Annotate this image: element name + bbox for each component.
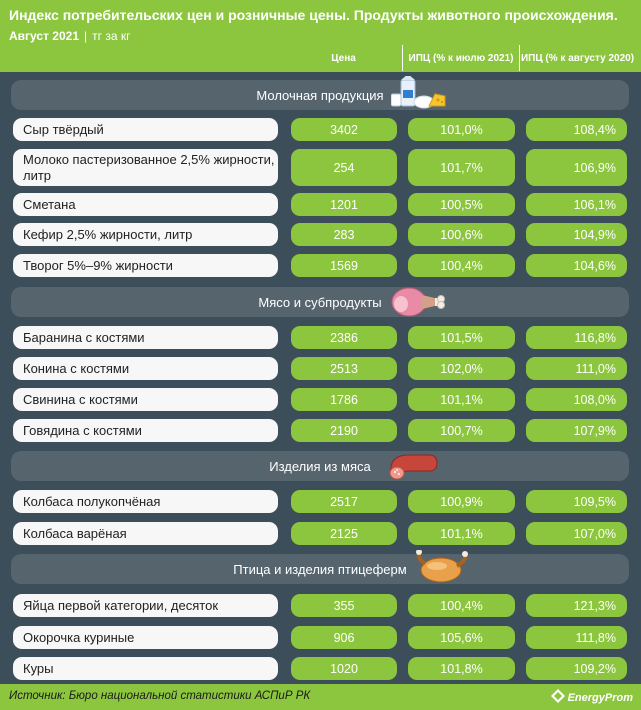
- price-cell: 1020: [291, 657, 397, 680]
- category-label: Изделия из мяса: [269, 458, 371, 474]
- ipc-year-cell: 108,4%: [526, 118, 627, 141]
- ipc-year-cell: 106,9%: [526, 149, 627, 186]
- ipc-month-cell: 100,9%: [408, 490, 515, 513]
- product-name: Сметана: [13, 193, 278, 216]
- price-cell: 3402: [291, 118, 397, 141]
- ipc-year-cell: 108,0%: [526, 388, 627, 411]
- product-name: Колбаса полукопчёная: [13, 490, 278, 513]
- ipc-year-cell: 111,8%: [526, 626, 627, 649]
- price-cell: 1201: [291, 193, 397, 216]
- ham-leg-icon: [389, 283, 447, 324]
- ipc-year-cell: 109,2%: [526, 657, 627, 680]
- product-name: Свинина с костями: [13, 388, 278, 411]
- ipc-month-cell: 101,0%: [408, 118, 515, 141]
- ipc-month-cell: 100,4%: [408, 594, 515, 617]
- column-header-ipc-month: ИПЦ (% к июлю 2021): [402, 45, 520, 71]
- category-meat: Мясо и субпродукты: [11, 287, 629, 317]
- price-cell: 2190: [291, 419, 397, 442]
- price-cell: 1786: [291, 388, 397, 411]
- price-cell: 2513: [291, 357, 397, 380]
- ipc-year-cell: 107,9%: [526, 419, 627, 442]
- subtitle-separator: |: [84, 29, 88, 43]
- ipc-year-cell: 106,1%: [526, 193, 627, 216]
- category-meat-products: Изделия из мяса: [11, 451, 629, 481]
- product-name: Сыр твёрдый: [13, 118, 278, 141]
- ipc-month-cell: 101,1%: [408, 522, 515, 545]
- ipc-year-cell: 107,0%: [526, 522, 627, 545]
- ipc-month-cell: 105,6%: [408, 626, 515, 649]
- column-header-price: Цена: [331, 52, 356, 64]
- ipc-month-cell: 101,5%: [408, 326, 515, 349]
- source-note: Источник: Бюро национальной статистики А…: [9, 690, 311, 702]
- ipc-year-cell: 121,3%: [526, 594, 627, 617]
- category-poultry: Птица и изделия птицеферм: [11, 549, 629, 584]
- category-label: Птица и изделия птицеферм: [233, 561, 407, 577]
- header: Индекс потребительских цен и розничные ц…: [0, 0, 641, 72]
- period-label: Август 2021: [9, 29, 79, 43]
- ipc-year-cell: 104,9%: [526, 223, 627, 246]
- product-name: Кефир 2,5% жирности, литр: [13, 223, 278, 246]
- product-name: Окорочка куриные: [13, 626, 278, 649]
- product-name: Молоко пастеризованное 2,5% жирности, ли…: [13, 149, 278, 186]
- sausage-icon: [385, 447, 441, 488]
- brand-logo: EnergyProm: [550, 689, 633, 706]
- page-title: Индекс потребительских цен и розничные ц…: [9, 7, 618, 23]
- price-cell: 1569: [291, 254, 397, 277]
- product-name: Говядина с костями: [13, 419, 278, 442]
- ipc-month-cell: 102,0%: [408, 357, 515, 380]
- ipc-year-cell: 109,5%: [526, 490, 627, 513]
- product-name: Творог 5%–9% жирности: [13, 254, 278, 277]
- price-cell: 2125: [291, 522, 397, 545]
- brand-name: EnergyProm: [567, 691, 633, 704]
- dairy-icon: [390, 74, 447, 117]
- ipc-year-cell: 116,8%: [526, 326, 627, 349]
- ipc-year-cell: 104,6%: [526, 254, 627, 277]
- column-header-ipc-year: ИПЦ (% к августу 2020): [520, 52, 635, 64]
- category-label: Мясо и субпродукты: [258, 294, 382, 310]
- category-dairy: Молочная продукция: [11, 74, 629, 110]
- product-name: Баранина с костями: [13, 326, 278, 349]
- price-cell: 2517: [291, 490, 397, 513]
- ipc-month-cell: 100,4%: [408, 254, 515, 277]
- price-cell: 355: [291, 594, 397, 617]
- product-name: Куры: [13, 657, 278, 680]
- footer: Источник: Бюро национальной статистики А…: [0, 684, 641, 710]
- price-table: Молочная продукция Сыр твёрдый 3402 101,…: [0, 72, 641, 684]
- roast-chicken-icon: [415, 549, 471, 591]
- product-name: Конина с костями: [13, 357, 278, 380]
- unit-label: тг за кг: [92, 29, 131, 43]
- ipc-month-cell: 100,7%: [408, 419, 515, 442]
- price-cell: 906: [291, 626, 397, 649]
- product-name: Колбаса варёная: [13, 522, 278, 545]
- ipc-month-cell: 101,1%: [408, 388, 515, 411]
- ipc-month-cell: 101,8%: [408, 657, 515, 680]
- price-cell: 2386: [291, 326, 397, 349]
- price-cell: 283: [291, 223, 397, 246]
- ipc-month-cell: 100,6%: [408, 223, 515, 246]
- subtitle: Август 2021 | тг за кг: [9, 29, 130, 43]
- ipc-month-cell: 100,5%: [408, 193, 515, 216]
- ipc-month-cell: 101,7%: [408, 149, 515, 186]
- ipc-year-cell: 111,0%: [526, 357, 627, 380]
- energyprom-logo-icon: [550, 689, 568, 706]
- product-name: Яйца первой категории, десяток: [13, 594, 278, 617]
- category-label: Молочная продукция: [256, 87, 384, 103]
- price-cell: 254: [291, 149, 397, 186]
